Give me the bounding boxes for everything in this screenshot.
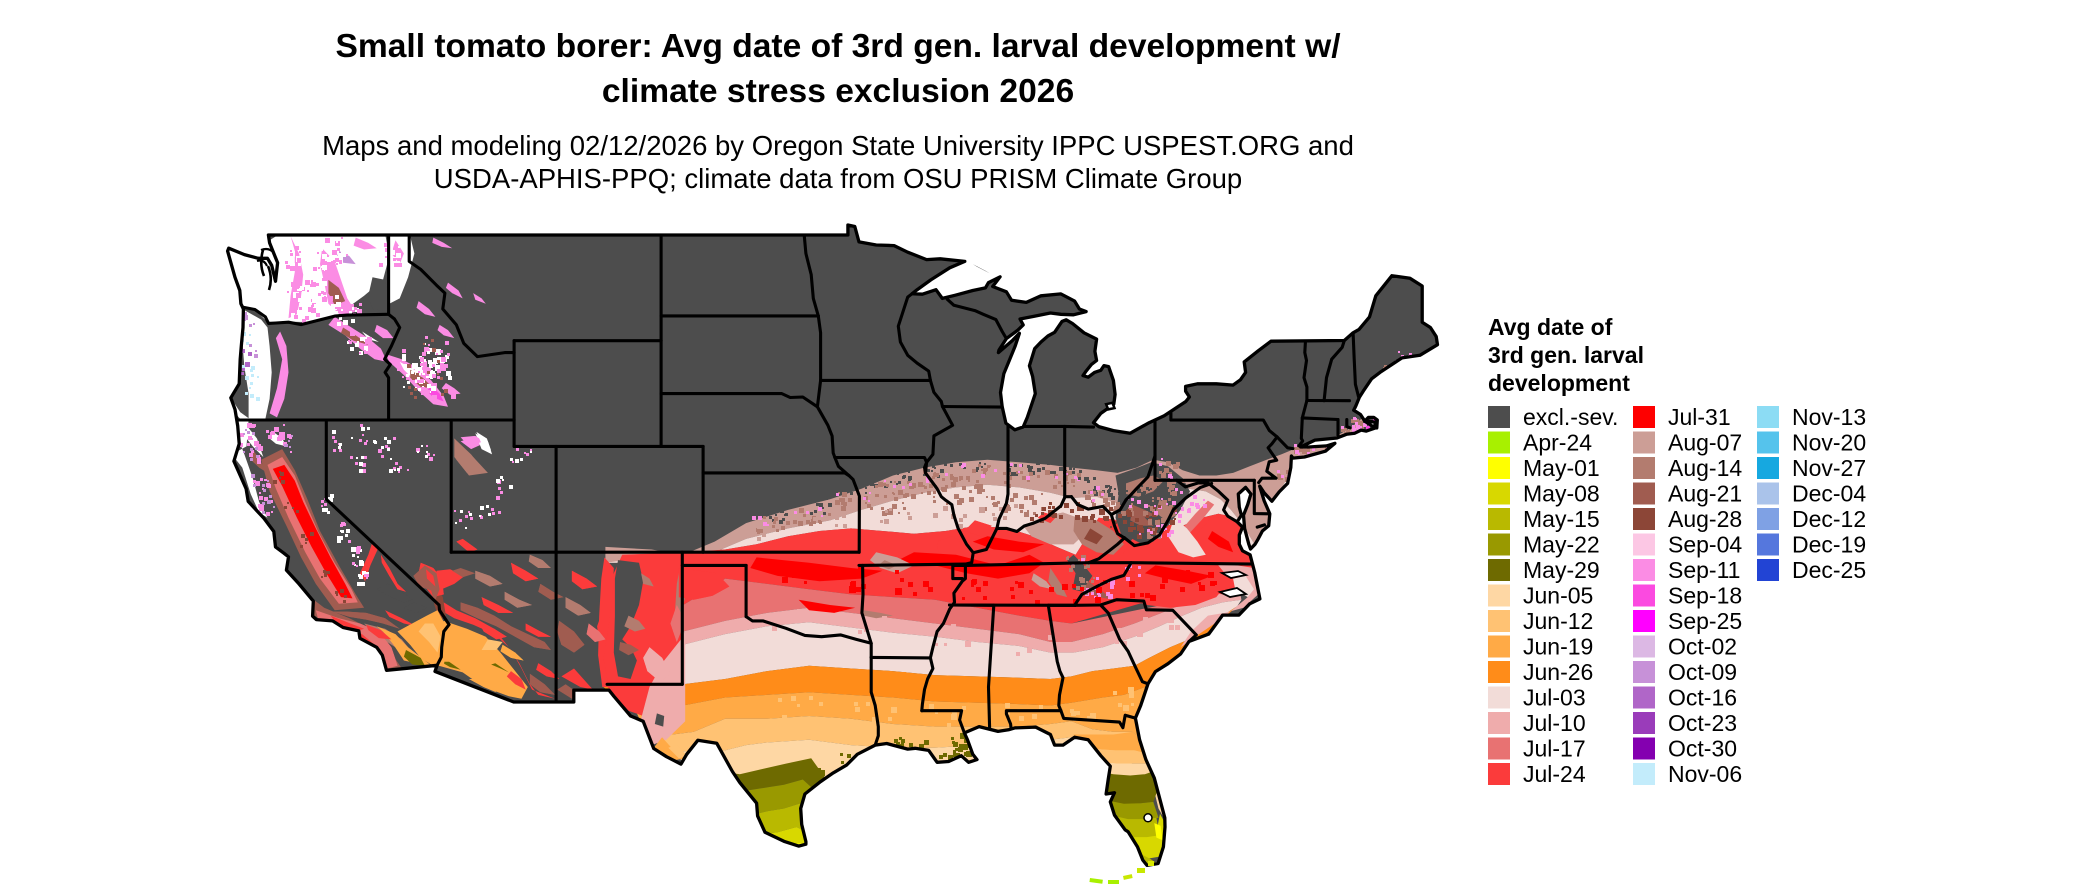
svg-text:Oct-02: Oct-02 <box>1668 634 1737 660</box>
svg-text:Sep-18: Sep-18 <box>1668 583 1742 609</box>
svg-text:May-01: May-01 <box>1523 455 1600 481</box>
svg-text:Jun-12: Jun-12 <box>1523 608 1593 634</box>
svg-text:Jul-24: Jul-24 <box>1523 761 1586 787</box>
svg-text:Jul-17: Jul-17 <box>1523 736 1586 762</box>
svg-text:May-29: May-29 <box>1523 557 1600 583</box>
svg-text:Nov-06: Nov-06 <box>1668 761 1742 787</box>
svg-text:Oct-16: Oct-16 <box>1668 685 1737 711</box>
svg-text:Dec-04: Dec-04 <box>1792 481 1866 507</box>
svg-text:Dec-12: Dec-12 <box>1792 506 1866 532</box>
svg-text:excl.-sev.: excl.-sev. <box>1523 404 1618 430</box>
svg-text:Nov-27: Nov-27 <box>1792 455 1866 481</box>
svg-text:Aug-21: Aug-21 <box>1668 481 1742 507</box>
svg-text:Aug-07: Aug-07 <box>1668 430 1742 456</box>
svg-text:3rd gen. larval: 3rd gen. larval <box>1488 342 1644 368</box>
svg-text:May-08: May-08 <box>1523 481 1600 507</box>
svg-text:Sep-11: Sep-11 <box>1668 557 1740 583</box>
svg-text:Small tomato borer: Avg date o: Small tomato borer: Avg date of 3rd gen.… <box>335 28 1340 65</box>
svg-text:Dec-25: Dec-25 <box>1792 557 1866 583</box>
svg-text:Jun-26: Jun-26 <box>1523 659 1593 685</box>
svg-text:Jul-10: Jul-10 <box>1523 710 1586 736</box>
svg-text:USDA-APHIS-PPQ; climate data f: USDA-APHIS-PPQ; climate data from OSU PR… <box>434 163 1242 194</box>
svg-text:Dec-19: Dec-19 <box>1792 532 1866 558</box>
svg-text:Jul-31: Jul-31 <box>1668 404 1731 430</box>
svg-text:Oct-23: Oct-23 <box>1668 710 1737 736</box>
svg-text:Jun-05: Jun-05 <box>1523 583 1593 609</box>
svg-text:climate stress exclusion 2026: climate stress exclusion 2026 <box>602 73 1074 110</box>
svg-text:Avg date of: Avg date of <box>1488 314 1613 340</box>
svg-text:May-22: May-22 <box>1523 532 1600 558</box>
svg-text:Oct-09: Oct-09 <box>1668 659 1737 685</box>
svg-text:Sep-04: Sep-04 <box>1668 532 1742 558</box>
svg-text:Jun-19: Jun-19 <box>1523 634 1593 660</box>
svg-text:Jul-03: Jul-03 <box>1523 685 1586 711</box>
svg-text:Oct-30: Oct-30 <box>1668 736 1737 762</box>
svg-text:Nov-13: Nov-13 <box>1792 404 1866 430</box>
svg-text:Aug-14: Aug-14 <box>1668 455 1742 481</box>
svg-text:Maps and modeling 02/12/2026 b: Maps and modeling 02/12/2026 by Oregon S… <box>322 130 1354 161</box>
svg-text:development: development <box>1488 370 1630 396</box>
svg-text:Nov-20: Nov-20 <box>1792 430 1866 456</box>
svg-text:May-15: May-15 <box>1523 506 1600 532</box>
svg-text:Sep-25: Sep-25 <box>1668 608 1742 634</box>
svg-text:Apr-24: Apr-24 <box>1523 430 1592 456</box>
svg-text:Aug-28: Aug-28 <box>1668 506 1742 532</box>
